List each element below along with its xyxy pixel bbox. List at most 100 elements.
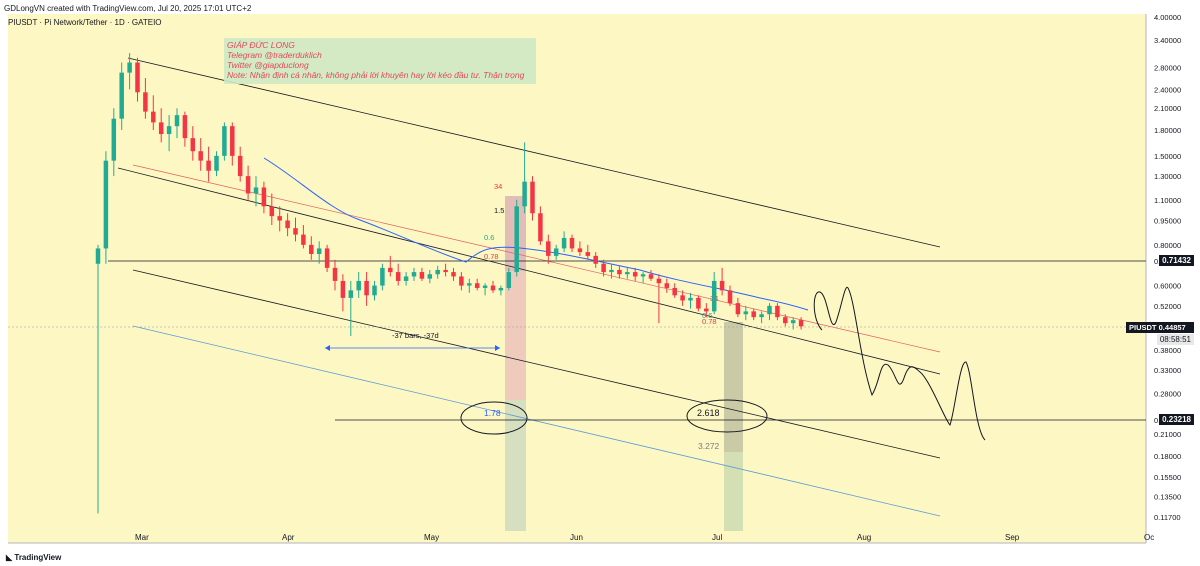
fib-label-2618: 2.618 bbox=[697, 408, 720, 418]
y-tick-label: 0.13500 bbox=[1154, 493, 1181, 502]
candle-body bbox=[553, 248, 559, 256]
fib-label-l06: 0.6 bbox=[484, 233, 494, 242]
fib-label-l078: 0.78 bbox=[484, 252, 499, 261]
candle-body bbox=[522, 181, 527, 207]
candle-body bbox=[759, 314, 764, 318]
x-tick-label: May bbox=[424, 533, 439, 542]
candle-body bbox=[569, 237, 575, 249]
current-symbol: PIUSDT bbox=[1129, 323, 1157, 332]
y-tick-label: 4.00000 bbox=[1154, 13, 1181, 22]
candle-body bbox=[380, 267, 385, 286]
candle-body bbox=[151, 111, 156, 123]
candle-body bbox=[269, 206, 275, 217]
candle-body bbox=[790, 320, 796, 324]
channel-upper-line bbox=[127, 57, 941, 248]
y-tick-label: 0.33000 bbox=[1154, 366, 1181, 375]
candle-body bbox=[135, 62, 140, 93]
candle-body bbox=[127, 62, 132, 73]
candle-body bbox=[427, 274, 433, 279]
y-tick-label: 0.80000 bbox=[1154, 241, 1181, 250]
candle-body bbox=[388, 267, 393, 273]
fib-label-178: 1.78 bbox=[484, 408, 501, 418]
fib-label-r078: 0.78 bbox=[702, 317, 717, 326]
bars-range-label: -37 bars, -37d bbox=[392, 331, 439, 340]
candle-body bbox=[309, 244, 314, 254]
candle-body bbox=[443, 269, 448, 273]
candle-body bbox=[767, 305, 772, 315]
candle-body bbox=[798, 320, 804, 327]
candle-body bbox=[467, 283, 472, 286]
x-tick-label: Apr bbox=[282, 533, 295, 542]
candle-body bbox=[514, 206, 519, 273]
candle-body bbox=[672, 287, 677, 296]
candle-body bbox=[688, 297, 693, 301]
candle-body bbox=[245, 176, 251, 194]
countdown-badge: 08:58:51 bbox=[1156, 334, 1194, 345]
candle-body bbox=[656, 278, 662, 284]
fib-highlight-left-bottom bbox=[505, 400, 526, 531]
candle-body bbox=[498, 287, 504, 291]
candle-body bbox=[696, 297, 701, 309]
projection-path bbox=[813, 286, 986, 441]
candle-body bbox=[783, 317, 788, 324]
candle-body bbox=[609, 269, 614, 273]
candle-body bbox=[316, 248, 322, 254]
channel-middle-line bbox=[117, 167, 941, 375]
candle-body bbox=[119, 72, 124, 119]
y-tick-label: 2.10000 bbox=[1154, 104, 1181, 113]
candle-body bbox=[285, 220, 290, 229]
candle-body bbox=[632, 272, 638, 277]
tradingview-logo: ◣ TradingView bbox=[6, 553, 61, 562]
candle-body bbox=[111, 118, 117, 161]
candle-body bbox=[206, 160, 211, 171]
candle-body bbox=[538, 213, 543, 242]
channel-blue-line bbox=[132, 325, 941, 517]
fib-label-3272: 3.272 bbox=[698, 441, 720, 451]
x-tick-label: Jul bbox=[712, 533, 722, 542]
tv-icon: ◣ bbox=[6, 553, 15, 562]
y-tick-label: 3.40000 bbox=[1154, 36, 1181, 45]
candle-body bbox=[490, 285, 496, 291]
fib-circle-left bbox=[460, 401, 528, 435]
candle-body bbox=[704, 308, 709, 312]
candle-body bbox=[727, 290, 733, 304]
candle-body bbox=[222, 126, 227, 156]
channel-red-line bbox=[132, 164, 941, 353]
candle-body bbox=[293, 228, 298, 235]
candle-body bbox=[435, 269, 440, 275]
plot-background bbox=[8, 14, 1146, 543]
candle-body bbox=[625, 272, 630, 275]
candle-body bbox=[546, 241, 551, 256]
candle-body bbox=[577, 248, 583, 253]
candle-body bbox=[277, 216, 282, 221]
fib-label-r06: 0.6 bbox=[702, 311, 712, 320]
y-tick-label: 1.30000 bbox=[1154, 172, 1181, 181]
candle-body bbox=[301, 234, 306, 245]
x-tick-label: Jun bbox=[570, 533, 583, 542]
candle-body bbox=[411, 272, 417, 277]
candle-body bbox=[182, 115, 188, 139]
candle-body bbox=[261, 187, 267, 207]
candles-group bbox=[95, 53, 804, 514]
level-badge-0714: 0.71432 bbox=[1159, 255, 1194, 266]
y-tick-label: 1.50000 bbox=[1154, 152, 1181, 161]
x-tick-label: Sep bbox=[1005, 533, 1020, 542]
bars-range-arrowhead-left bbox=[325, 345, 330, 351]
candle-body bbox=[158, 122, 164, 135]
fib-circle-right bbox=[686, 399, 768, 433]
candle-body bbox=[372, 285, 377, 296]
channel-lower-line bbox=[132, 269, 941, 459]
candle-body bbox=[340, 280, 346, 298]
y-tick-label: 0.18000 bbox=[1154, 452, 1181, 461]
candle-body bbox=[253, 187, 259, 194]
y-tick-label: 1.80000 bbox=[1154, 126, 1181, 135]
candle-body bbox=[459, 276, 464, 286]
y-tick-label: 0.11700 bbox=[1154, 513, 1181, 522]
candle-body bbox=[324, 248, 330, 268]
author-note: GIÁP ĐỨC LONG Telegram @traderduklich Tw… bbox=[224, 38, 536, 84]
candle-body bbox=[711, 280, 717, 312]
candle-body bbox=[166, 126, 172, 135]
candle-body bbox=[743, 311, 749, 315]
y-tick-label: 0.38000 bbox=[1154, 346, 1181, 355]
